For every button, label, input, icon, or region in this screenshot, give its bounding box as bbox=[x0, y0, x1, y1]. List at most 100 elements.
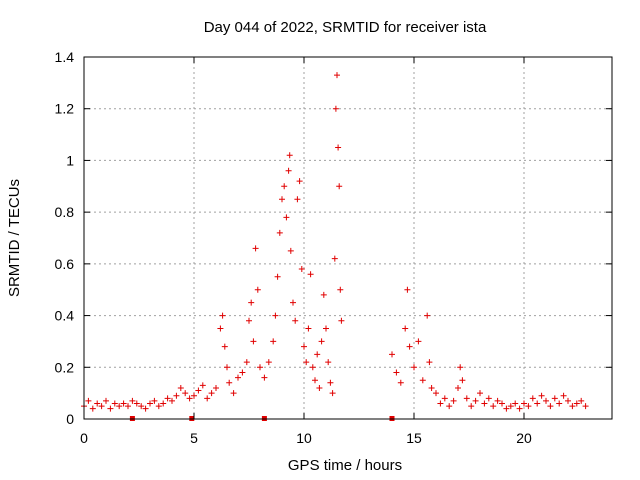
data-point bbox=[230, 390, 237, 397]
y-tick-label: 0.8 bbox=[55, 204, 75, 220]
data-point bbox=[457, 364, 464, 371]
data-point bbox=[303, 359, 310, 366]
data-point bbox=[292, 317, 299, 324]
data-point bbox=[285, 167, 292, 174]
data-point bbox=[217, 325, 224, 332]
data-point bbox=[286, 152, 293, 159]
data-point bbox=[274, 273, 281, 280]
x-tick-label: 10 bbox=[296, 430, 312, 446]
x-axis-label: GPS time / hours bbox=[288, 457, 402, 474]
data-point bbox=[270, 338, 277, 345]
data-point bbox=[243, 359, 250, 366]
data-point bbox=[226, 379, 233, 386]
x-tick-label: 0 bbox=[80, 430, 88, 446]
data-point bbox=[516, 405, 523, 412]
data-point bbox=[406, 343, 413, 350]
data-point bbox=[129, 397, 136, 404]
data-point bbox=[116, 403, 123, 410]
data-point bbox=[287, 247, 294, 254]
data-point bbox=[320, 291, 327, 298]
data-point bbox=[199, 382, 206, 389]
data-point bbox=[173, 392, 180, 399]
data-point bbox=[283, 214, 290, 221]
data-point bbox=[265, 359, 272, 366]
data-point bbox=[547, 403, 554, 410]
data-point bbox=[191, 392, 197, 399]
data-point bbox=[257, 364, 263, 371]
data-point bbox=[463, 395, 470, 402]
data-point bbox=[276, 229, 283, 236]
y-tick-label: 0.6 bbox=[55, 256, 75, 272]
data-point bbox=[103, 397, 109, 404]
data-point bbox=[164, 395, 171, 402]
data-point bbox=[490, 403, 497, 410]
data-point bbox=[195, 387, 202, 394]
data-point bbox=[224, 364, 230, 371]
data-point bbox=[481, 400, 488, 407]
data-point bbox=[250, 338, 257, 345]
x-tick-label: 20 bbox=[516, 430, 532, 446]
data-point bbox=[133, 400, 140, 407]
data-point bbox=[411, 364, 417, 371]
axis-ticks: 0 0.2 0.4 0.6 0.8 1 1.2 1.4 0 5 10 15 20 bbox=[55, 49, 612, 446]
data-point bbox=[459, 377, 466, 384]
data-point bbox=[219, 312, 226, 319]
data-point bbox=[155, 403, 162, 410]
data-point bbox=[246, 317, 252, 324]
data-point bbox=[468, 403, 475, 410]
data-point bbox=[147, 400, 153, 407]
data-point bbox=[160, 400, 167, 407]
data-point bbox=[551, 395, 558, 402]
data-point bbox=[325, 359, 332, 366]
y-tick-label: 1.2 bbox=[55, 101, 75, 117]
data-point bbox=[213, 384, 219, 391]
data-point bbox=[151, 397, 158, 404]
data-point bbox=[252, 245, 259, 252]
data-point bbox=[261, 374, 268, 381]
data-point bbox=[415, 338, 422, 345]
data-point bbox=[279, 196, 285, 203]
data-point bbox=[301, 343, 307, 350]
data-point bbox=[503, 405, 510, 412]
data-point bbox=[525, 403, 532, 410]
data-point bbox=[538, 392, 545, 399]
data-point bbox=[138, 403, 145, 410]
data-point bbox=[578, 397, 585, 404]
data-point bbox=[331, 255, 338, 262]
data-point bbox=[208, 390, 215, 397]
data-point bbox=[450, 397, 457, 404]
data-point bbox=[428, 384, 435, 391]
data-point bbox=[582, 403, 589, 410]
data-point bbox=[298, 266, 305, 273]
data-point bbox=[186, 395, 193, 402]
data-point bbox=[239, 369, 246, 376]
data-point bbox=[334, 72, 340, 79]
data-point bbox=[419, 377, 426, 384]
data-point bbox=[177, 384, 184, 391]
data-point bbox=[335, 144, 342, 151]
data-point bbox=[169, 397, 175, 404]
data-point bbox=[111, 400, 118, 407]
data-point bbox=[294, 196, 301, 203]
data-point bbox=[318, 338, 325, 345]
data-point bbox=[98, 403, 105, 410]
data-point bbox=[248, 299, 255, 306]
data-point bbox=[512, 400, 519, 407]
data-point bbox=[336, 183, 343, 190]
data-point bbox=[402, 325, 409, 332]
data-point bbox=[569, 403, 576, 410]
y-tick-label: 0 bbox=[66, 411, 74, 427]
data-point bbox=[437, 400, 444, 407]
data-point bbox=[426, 359, 433, 366]
y-tick-label: 1 bbox=[66, 152, 74, 168]
data-point bbox=[309, 364, 316, 371]
data-point bbox=[543, 397, 549, 404]
data-point bbox=[529, 395, 536, 402]
data-point bbox=[472, 397, 479, 404]
data-point bbox=[316, 384, 323, 391]
data-point bbox=[89, 405, 96, 412]
x-tick-label: 5 bbox=[190, 430, 198, 446]
data-point bbox=[235, 374, 241, 381]
data-point bbox=[485, 395, 492, 402]
